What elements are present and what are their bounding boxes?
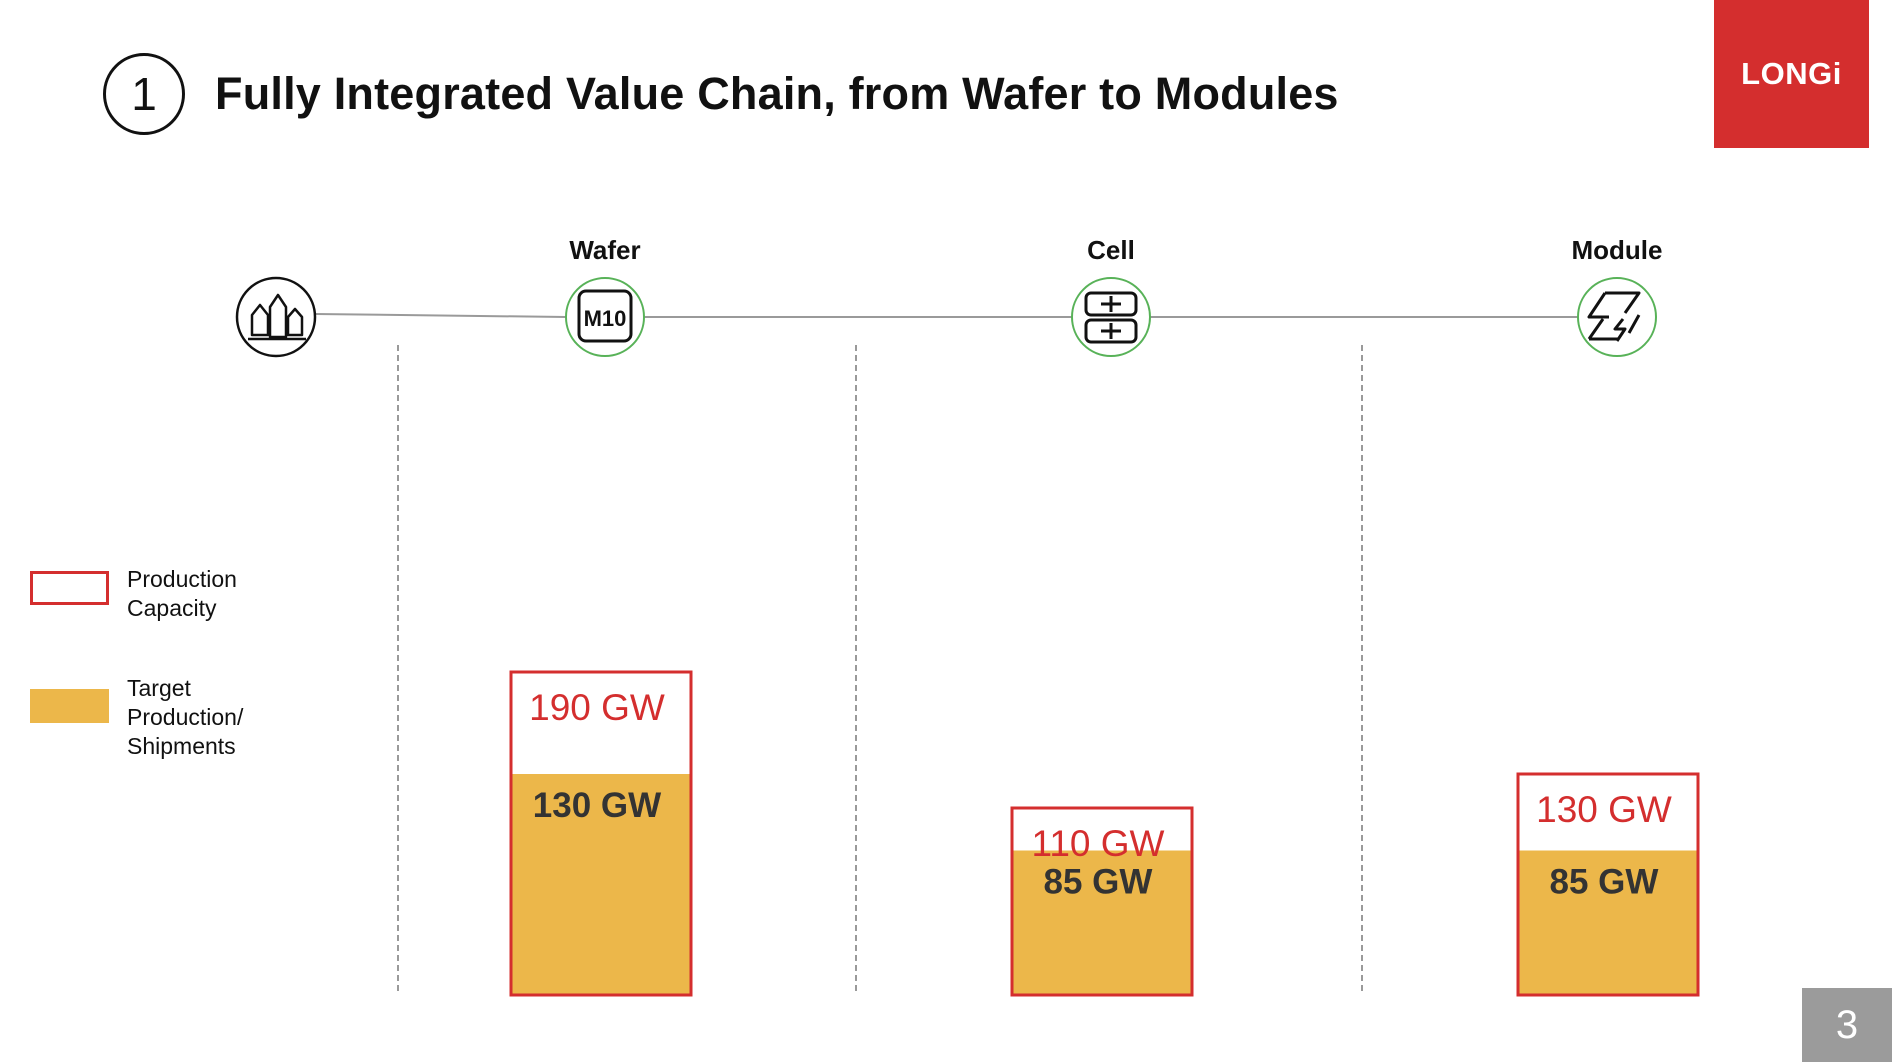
legend-swatch-capacity xyxy=(30,571,109,605)
target-label: 85 GW xyxy=(1044,863,1153,902)
slide-header: 1 Fully Integrated Value Chain, from Waf… xyxy=(103,51,1339,137)
bar-group-module: 130 GW 85 GW xyxy=(1516,772,1700,997)
legend-item-target: Target Production/ Shipments xyxy=(30,675,243,761)
stage-label: Wafer xyxy=(569,235,640,265)
cell-icon xyxy=(1071,277,1151,357)
section-number-badge: 1 xyxy=(103,53,185,135)
legend-label-target: Target Production/ Shipments xyxy=(127,675,244,759)
legend-item-capacity: Production Capacity xyxy=(30,566,237,623)
capacity-bar xyxy=(1516,772,1700,997)
crystal-icon xyxy=(235,276,317,358)
target-label: 85 GW xyxy=(1550,863,1659,902)
wafer-icon-text: M10 xyxy=(584,306,627,331)
wafer-m10-icon: M10 xyxy=(565,277,645,357)
capacity-bar xyxy=(509,670,693,997)
target-bar xyxy=(511,774,691,995)
bar-group-wafer: 190 GW 130 GW xyxy=(509,670,693,997)
capacity-label: 190 GW xyxy=(529,687,665,728)
capacity-label: 130 GW xyxy=(1536,789,1672,830)
capacity-bar xyxy=(1010,806,1194,997)
page-title: Fully Integrated Value Chain, from Wafer… xyxy=(215,68,1339,119)
target-bar xyxy=(1518,850,1698,995)
page-number: 3 xyxy=(1802,988,1892,1062)
legend-label-capacity: Production Capacity xyxy=(127,566,237,621)
longi-logo: LONGi xyxy=(1714,0,1869,148)
stage-label: Module xyxy=(1572,235,1663,265)
target-label: 130 GW xyxy=(533,786,661,825)
chain-connector xyxy=(314,313,567,318)
legend-swatch-target xyxy=(30,689,109,723)
target-bar xyxy=(1012,850,1192,995)
stage-label: Cell xyxy=(1087,235,1135,265)
logo-text: LONGi xyxy=(1741,56,1842,91)
capacity-label: 110 GW xyxy=(1032,823,1165,864)
module-icon xyxy=(1577,277,1657,357)
